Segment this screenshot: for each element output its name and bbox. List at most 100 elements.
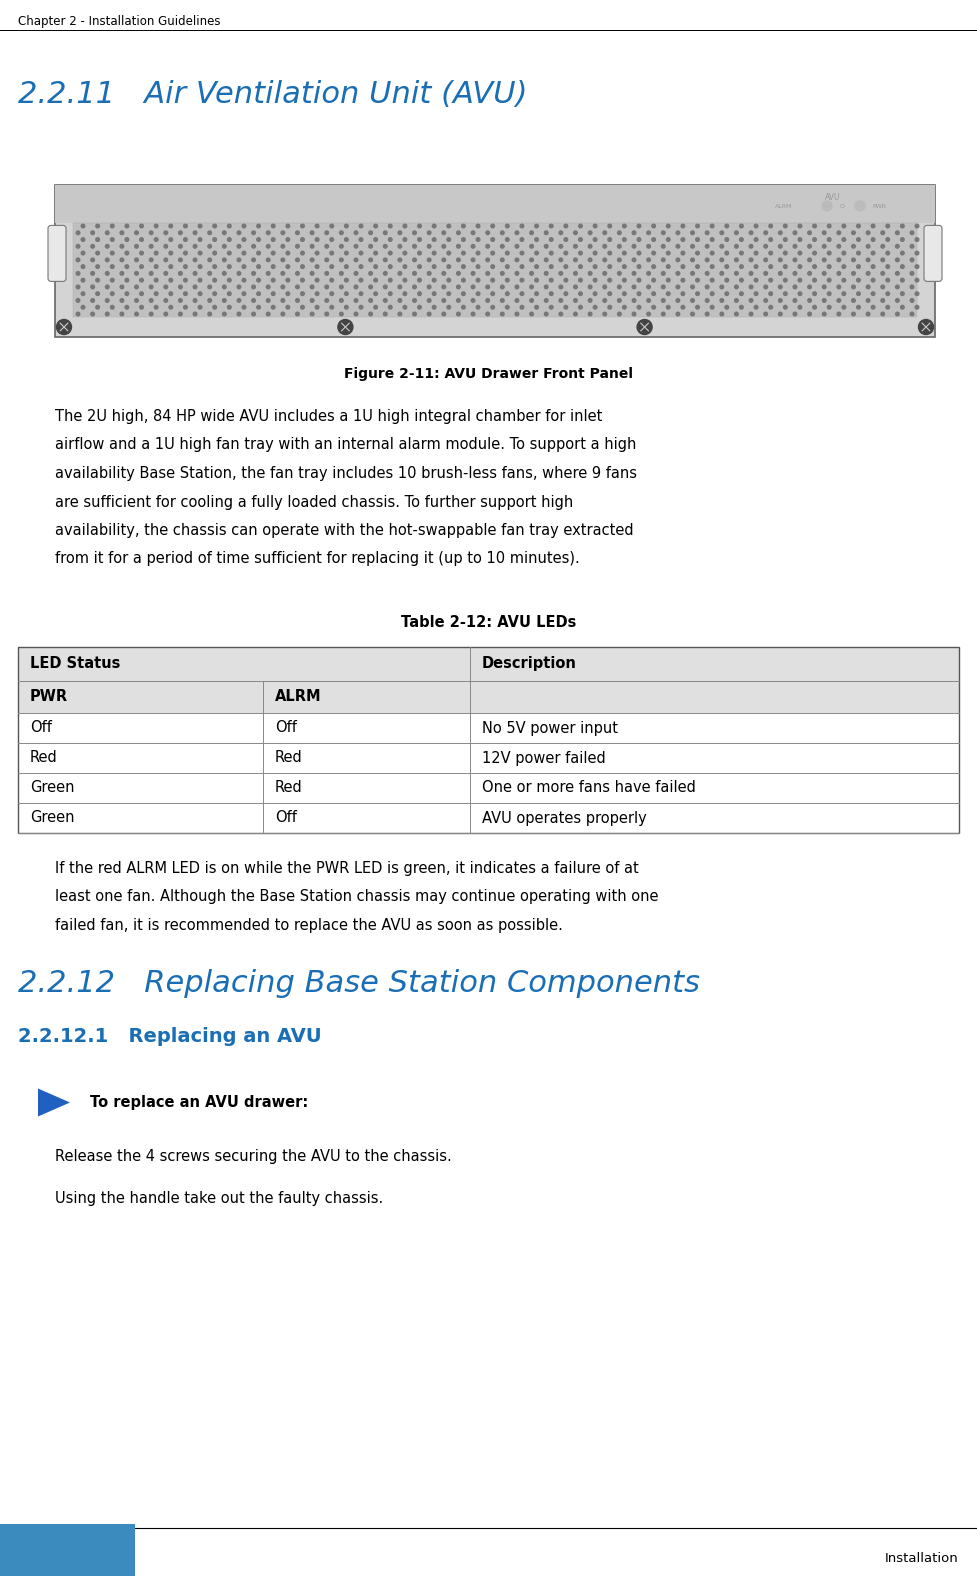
Circle shape	[213, 224, 217, 229]
Circle shape	[257, 279, 261, 282]
Circle shape	[198, 279, 202, 282]
Circle shape	[637, 251, 641, 255]
Circle shape	[325, 258, 328, 262]
Circle shape	[735, 258, 739, 262]
Circle shape	[149, 285, 153, 288]
Circle shape	[823, 232, 826, 235]
Circle shape	[896, 271, 899, 276]
Circle shape	[725, 279, 729, 282]
Circle shape	[164, 299, 168, 303]
Circle shape	[881, 232, 884, 235]
Circle shape	[96, 238, 100, 241]
Circle shape	[340, 232, 343, 235]
Circle shape	[915, 265, 918, 268]
Circle shape	[237, 232, 240, 235]
Circle shape	[652, 292, 656, 295]
Circle shape	[515, 312, 519, 315]
Circle shape	[184, 265, 188, 268]
Circle shape	[735, 299, 739, 303]
Circle shape	[871, 238, 875, 241]
Circle shape	[617, 232, 621, 235]
Circle shape	[486, 271, 489, 276]
Text: availability Base Station, the fan tray includes 10 brush-less fans, where 9 fan: availability Base Station, the fan tray …	[55, 466, 637, 481]
Circle shape	[471, 232, 475, 235]
Circle shape	[442, 312, 446, 315]
Circle shape	[915, 238, 918, 241]
Circle shape	[500, 312, 504, 315]
Circle shape	[886, 265, 889, 268]
Circle shape	[505, 238, 509, 241]
Circle shape	[383, 232, 387, 235]
Circle shape	[272, 251, 275, 255]
Circle shape	[603, 271, 607, 276]
Circle shape	[564, 251, 568, 255]
Bar	[55, 184, 935, 337]
Circle shape	[798, 306, 802, 309]
Circle shape	[91, 232, 95, 235]
Circle shape	[784, 251, 787, 255]
Circle shape	[691, 258, 695, 262]
Circle shape	[837, 232, 840, 235]
Circle shape	[798, 251, 802, 255]
Circle shape	[198, 238, 202, 241]
Circle shape	[106, 258, 109, 262]
Circle shape	[442, 232, 446, 235]
Circle shape	[588, 299, 592, 303]
Circle shape	[749, 299, 753, 303]
Circle shape	[296, 244, 299, 247]
Text: The 2U high, 84 HP wide AVU includes a 1U high integral chamber for inlet: The 2U high, 84 HP wide AVU includes a 1…	[55, 410, 603, 424]
Circle shape	[691, 271, 695, 276]
Circle shape	[184, 251, 188, 255]
Circle shape	[901, 251, 904, 255]
Circle shape	[530, 299, 533, 303]
Circle shape	[325, 285, 328, 288]
Text: LED Status: LED Status	[30, 657, 120, 671]
Circle shape	[193, 285, 196, 288]
Text: availability, the chassis can operate with the hot-swappable fan tray extracted: availability, the chassis can operate wi…	[55, 523, 634, 537]
Text: Table 2-12: AVU LEDs: Table 2-12: AVU LEDs	[401, 615, 576, 630]
Circle shape	[837, 244, 840, 247]
Circle shape	[257, 238, 261, 241]
Circle shape	[383, 244, 387, 247]
Circle shape	[355, 299, 358, 303]
Circle shape	[149, 258, 153, 262]
Circle shape	[154, 251, 158, 255]
Circle shape	[412, 232, 416, 235]
Circle shape	[257, 265, 261, 268]
Circle shape	[140, 292, 144, 295]
Circle shape	[617, 271, 621, 276]
Circle shape	[896, 312, 899, 315]
Circle shape	[213, 306, 217, 309]
Circle shape	[530, 271, 533, 276]
Circle shape	[433, 292, 436, 295]
Circle shape	[81, 265, 85, 268]
Circle shape	[213, 265, 217, 268]
Circle shape	[374, 265, 377, 268]
Circle shape	[461, 306, 465, 309]
Circle shape	[918, 320, 933, 334]
Circle shape	[886, 306, 889, 309]
Circle shape	[842, 224, 846, 229]
Circle shape	[696, 251, 700, 255]
Circle shape	[837, 285, 840, 288]
Circle shape	[476, 292, 480, 295]
Circle shape	[120, 244, 124, 247]
Circle shape	[652, 306, 656, 309]
Circle shape	[427, 271, 431, 276]
Circle shape	[418, 265, 421, 268]
Circle shape	[476, 238, 480, 241]
Circle shape	[871, 306, 875, 309]
Circle shape	[822, 202, 832, 211]
Circle shape	[520, 292, 524, 295]
Circle shape	[647, 232, 651, 235]
Circle shape	[588, 312, 592, 315]
Circle shape	[140, 224, 144, 229]
Circle shape	[490, 292, 494, 295]
Circle shape	[340, 299, 343, 303]
Circle shape	[389, 279, 392, 282]
Circle shape	[573, 285, 577, 288]
Circle shape	[622, 251, 626, 255]
Circle shape	[281, 271, 284, 276]
Circle shape	[389, 265, 392, 268]
Circle shape	[681, 238, 685, 241]
